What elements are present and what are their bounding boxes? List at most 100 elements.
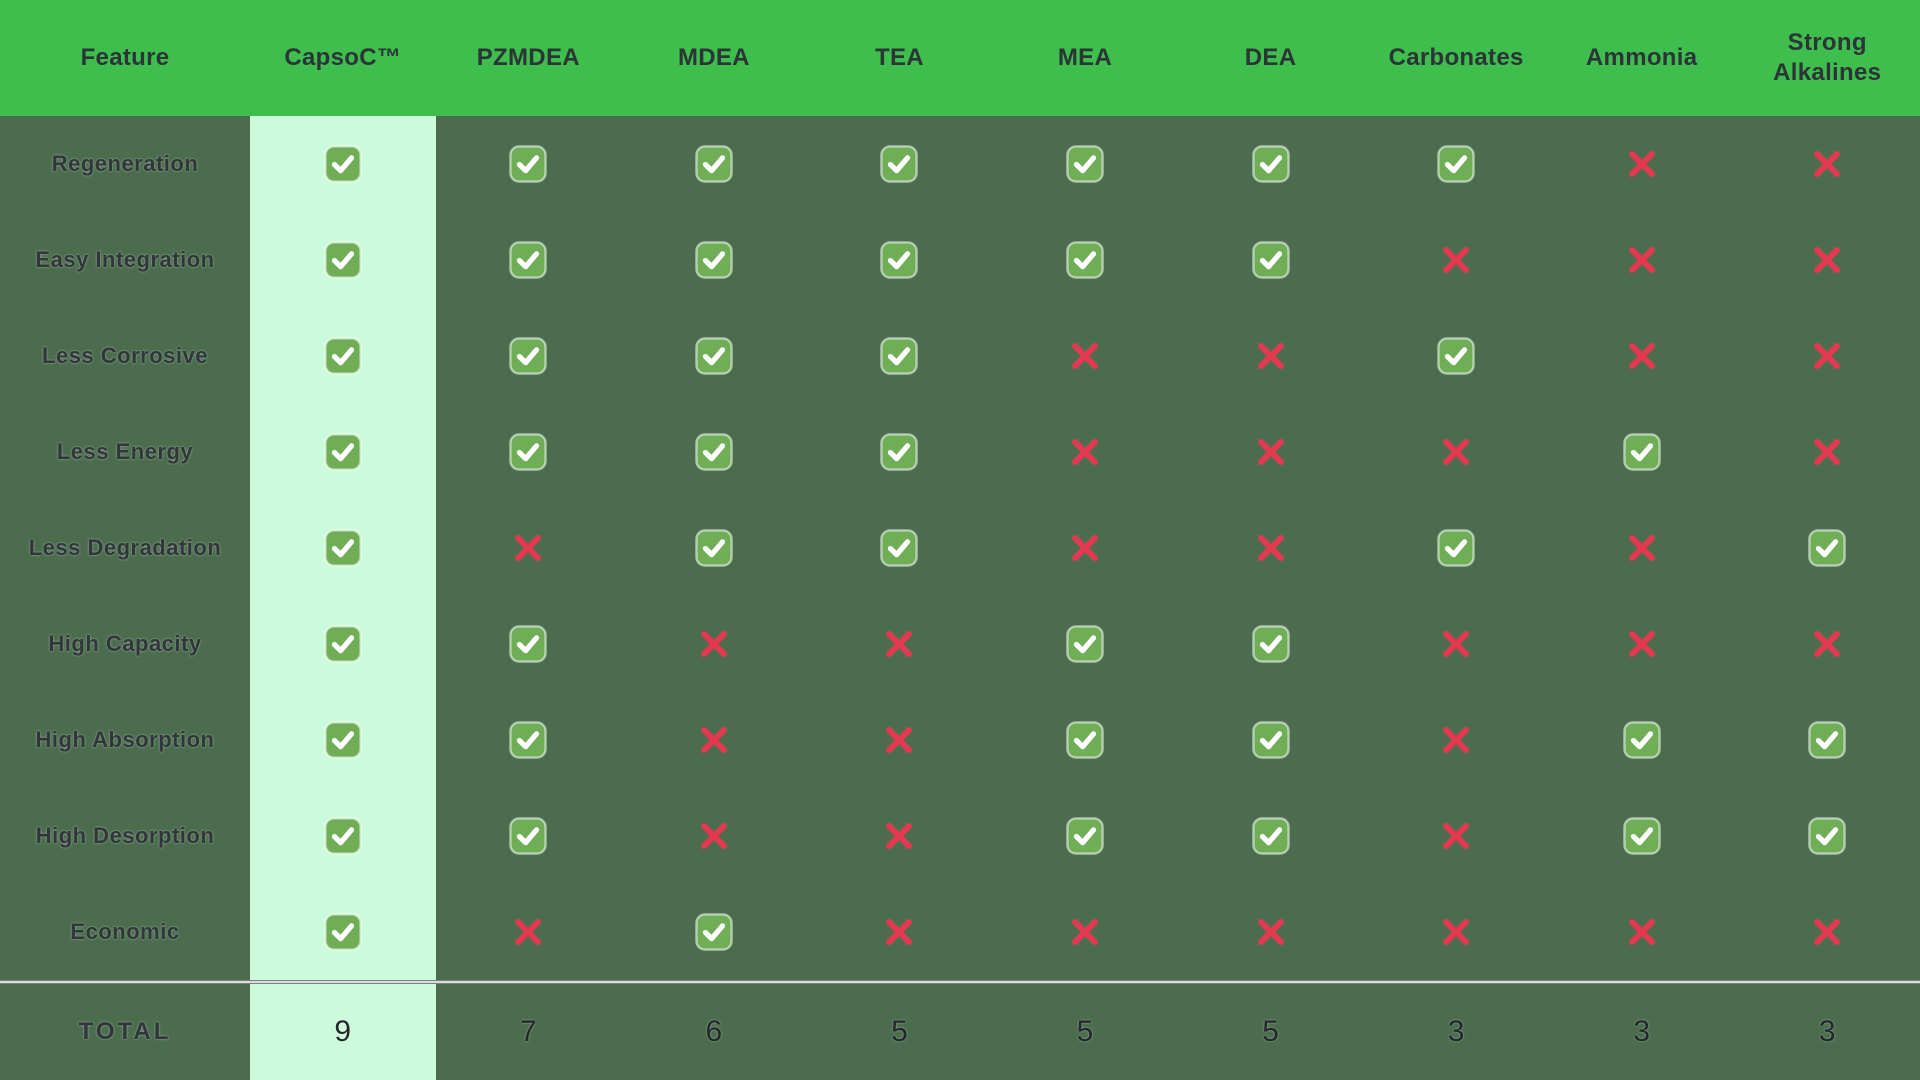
total-separator-line xyxy=(0,980,1920,984)
table-cell xyxy=(992,692,1178,788)
table-cell xyxy=(807,692,993,788)
check-icon xyxy=(324,721,362,759)
check-icon xyxy=(1066,625,1104,663)
feature-label-cell: Less Degradation xyxy=(0,500,250,596)
table-cell xyxy=(1178,692,1364,788)
check-icon xyxy=(1251,721,1290,759)
column-header: MEA xyxy=(992,0,1178,116)
cross-icon xyxy=(694,816,734,856)
cross-icon xyxy=(1065,336,1105,376)
table-cell xyxy=(1363,788,1549,884)
cross-icon xyxy=(1622,912,1662,952)
check-icon xyxy=(324,145,362,183)
table-cell xyxy=(621,212,807,308)
cross-icon xyxy=(1807,912,1847,952)
cross-icon xyxy=(508,528,548,568)
check-icon xyxy=(1437,529,1475,567)
cross-icon xyxy=(1807,624,1847,664)
total-value-cell: 9 xyxy=(250,984,436,1080)
table-cell xyxy=(1549,884,1735,980)
check-icon xyxy=(1066,721,1104,759)
column-header: CapsoC™ xyxy=(250,0,436,116)
table-cell xyxy=(1363,692,1549,788)
table-cell xyxy=(807,788,993,884)
cross-icon xyxy=(1436,624,1476,664)
table-cell xyxy=(621,116,807,212)
total-label-cell: TOTAL xyxy=(0,984,250,1080)
check-icon xyxy=(1808,529,1846,567)
table-cell xyxy=(1734,692,1920,788)
total-value-cell: 3 xyxy=(1549,984,1735,1080)
table-cell xyxy=(436,596,622,692)
table-cell xyxy=(250,692,436,788)
table-cell xyxy=(992,308,1178,404)
column-header: PZMDEA xyxy=(435,0,622,116)
table-cell xyxy=(992,500,1178,596)
cross-icon xyxy=(879,816,919,856)
check-icon xyxy=(880,145,919,183)
table-cell xyxy=(1734,884,1920,980)
cross-icon xyxy=(1807,144,1847,184)
table-cell xyxy=(621,500,807,596)
check-icon xyxy=(695,337,733,375)
check-icon xyxy=(509,625,548,663)
check-icon xyxy=(324,529,362,567)
cross-icon xyxy=(1436,432,1476,472)
table-cell xyxy=(621,308,807,404)
total-value: 5 xyxy=(891,1015,908,1048)
feature-label-cell: Economic xyxy=(0,884,250,980)
cross-icon xyxy=(1807,240,1847,280)
cross-icon xyxy=(1436,912,1476,952)
check-icon xyxy=(1808,817,1846,855)
cross-icon xyxy=(879,624,919,664)
table-cell xyxy=(1549,692,1735,788)
cross-icon xyxy=(879,720,919,760)
column-header: Ammonia xyxy=(1548,0,1735,116)
check-icon xyxy=(1251,625,1290,663)
check-icon xyxy=(324,337,362,375)
check-icon xyxy=(880,529,919,567)
table-cell xyxy=(992,404,1178,500)
table-cell xyxy=(1549,788,1735,884)
cross-icon xyxy=(1251,432,1291,472)
table-cell xyxy=(1178,596,1364,692)
table-cell xyxy=(807,500,993,596)
table-cell xyxy=(992,116,1178,212)
table-cell xyxy=(436,788,622,884)
column-header: TEA xyxy=(806,0,993,116)
column-header: DEA xyxy=(1177,0,1364,116)
check-icon xyxy=(324,241,362,279)
table-cell xyxy=(1734,116,1920,212)
cross-icon xyxy=(508,912,548,952)
cross-icon xyxy=(879,912,919,952)
check-icon xyxy=(1251,817,1290,855)
table-cell xyxy=(250,788,436,884)
cross-icon xyxy=(694,624,734,664)
check-icon xyxy=(1622,721,1661,759)
check-icon xyxy=(1251,241,1290,279)
cross-icon xyxy=(1436,240,1476,280)
table-cell xyxy=(1734,212,1920,308)
table-cell xyxy=(1549,308,1735,404)
cross-icon xyxy=(1807,432,1847,472)
check-icon xyxy=(695,529,733,567)
column-header: Carbonates xyxy=(1363,0,1549,116)
table-cell xyxy=(1549,500,1735,596)
table-cell xyxy=(992,788,1178,884)
check-icon xyxy=(509,145,548,183)
table-cell xyxy=(807,884,993,980)
feature-label-cell: Less Corrosive xyxy=(0,308,250,404)
table-cell xyxy=(621,788,807,884)
table-cell xyxy=(1549,596,1735,692)
table-cell xyxy=(1734,404,1920,500)
feature-label-cell: Regeneration xyxy=(0,116,250,212)
table-cell xyxy=(1734,308,1920,404)
table-cell xyxy=(1363,404,1549,500)
table-cell xyxy=(436,116,622,212)
check-icon xyxy=(1437,337,1475,375)
table-cell xyxy=(250,212,436,308)
table-cell xyxy=(621,596,807,692)
cross-icon xyxy=(1622,336,1662,376)
table-cell xyxy=(1734,788,1920,884)
